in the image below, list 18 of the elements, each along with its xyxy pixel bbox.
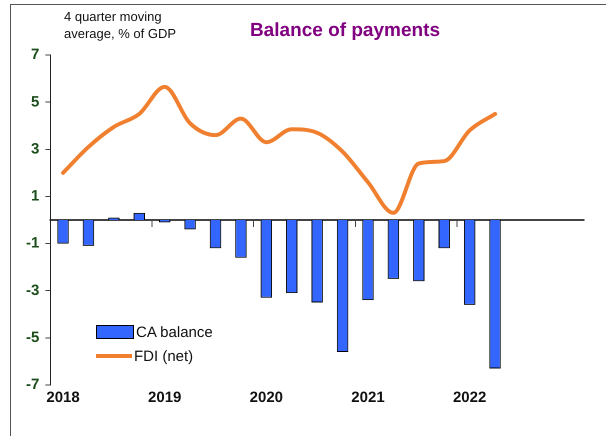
y-axis-title: 4 quarter moving average, % of GDP <box>64 8 177 42</box>
y-tick-label: -1 <box>26 234 40 252</box>
x-tick-label: 2019 <box>148 389 182 406</box>
y-tick-label: 7 <box>30 46 40 64</box>
x-tick-label: 2022 <box>452 389 486 406</box>
chart-title: Balance of payments <box>248 20 442 42</box>
y-tick-label: -3 <box>26 282 40 299</box>
y-tick-label: -5 <box>26 329 40 346</box>
x-tick-label: 2020 <box>250 389 284 406</box>
x-tick-label: 2018 <box>46 389 80 406</box>
y-tick-label: 5 <box>30 93 40 110</box>
y-tick-label: 1 <box>30 188 40 205</box>
x-tick-label: 2021 <box>351 389 385 406</box>
y-tick-label: -7 <box>26 376 40 394</box>
legend-label: CA balance <box>136 324 213 340</box>
y-tick-label: 3 <box>30 140 40 158</box>
legend-label: FDI (net) <box>134 348 194 364</box>
line-series <box>61 84 498 215</box>
